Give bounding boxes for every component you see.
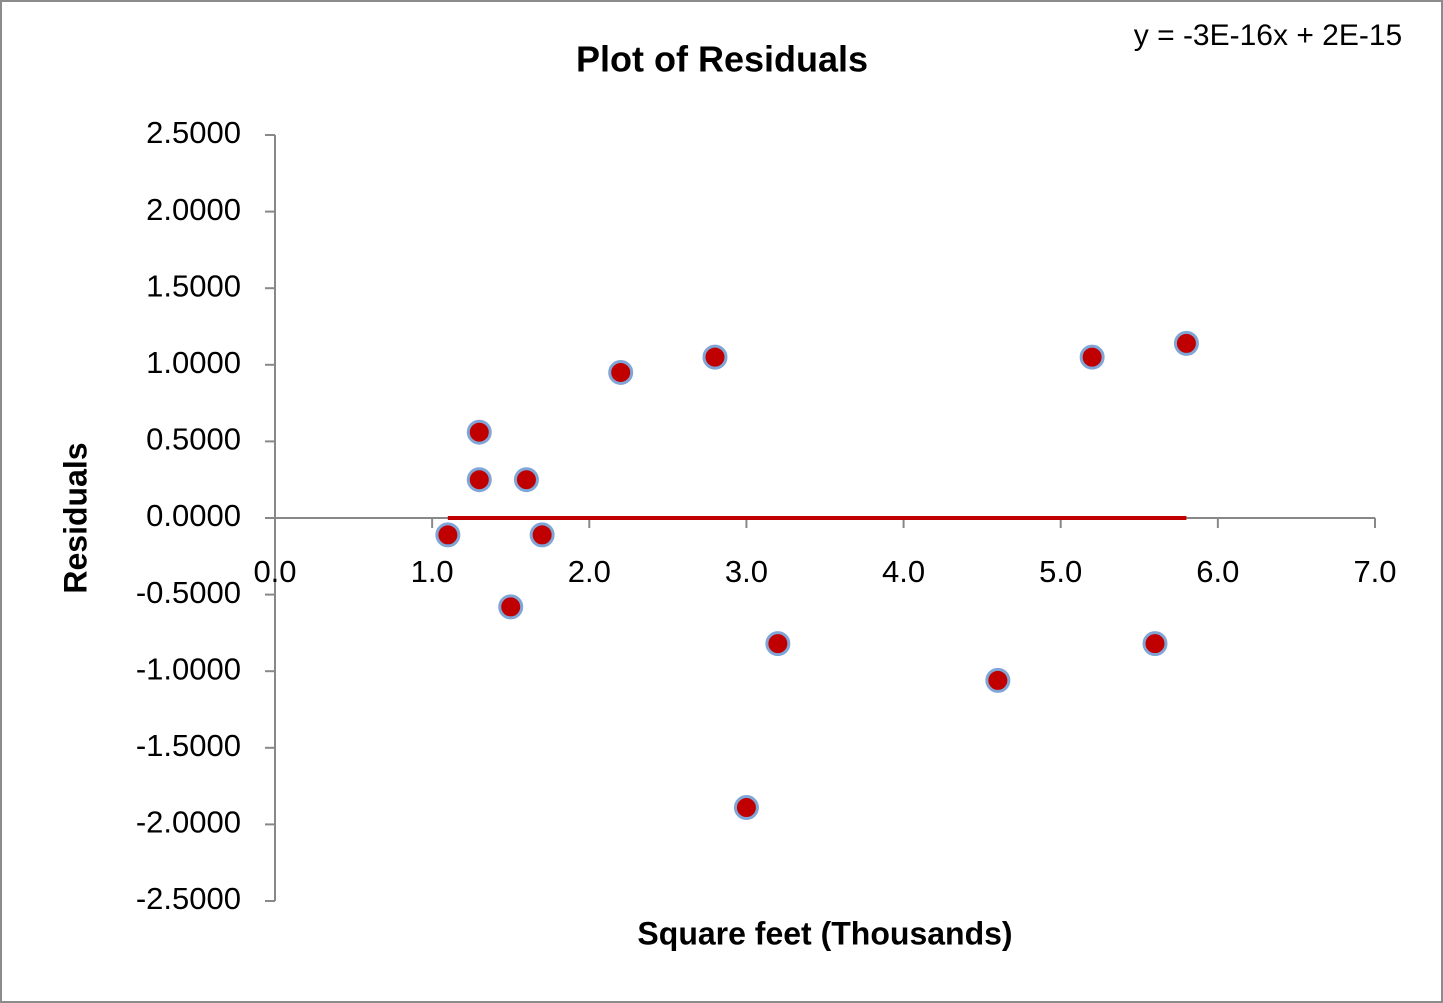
y-tick-label: -0.5000 <box>136 575 241 610</box>
y-tick-label: -2.0000 <box>136 805 241 840</box>
y-tick-label: 0.0000 <box>146 498 241 533</box>
y-tick-label: -2.5000 <box>136 881 241 916</box>
x-tick-label: 6.0 <box>1196 554 1239 589</box>
chart-title: Plot of Residuals <box>576 39 868 80</box>
data-point <box>498 594 524 620</box>
x-axis-title: Square feet (Thousands) <box>637 915 1012 951</box>
y-tick-label: 1.5000 <box>146 268 241 303</box>
x-tick-label: 3.0 <box>725 554 768 589</box>
data-point <box>1173 330 1199 356</box>
data-point <box>466 467 492 493</box>
x-tick-label: 5.0 <box>1039 554 1082 589</box>
y-tick-label: 2.0000 <box>146 192 241 227</box>
x-tick-label: 0.0 <box>253 554 296 589</box>
data-point <box>702 344 728 370</box>
y-tick-label: 0.5000 <box>146 422 241 457</box>
data-point <box>1079 344 1105 370</box>
x-tick-label: 2.0 <box>568 554 611 589</box>
data-point <box>765 631 791 657</box>
data-point <box>985 667 1011 693</box>
data-point <box>466 419 492 445</box>
y-axis-title: Residuals <box>57 442 93 593</box>
data-point <box>608 359 634 385</box>
y-tick-label: -1.0000 <box>136 651 241 686</box>
data-point <box>529 522 555 548</box>
y-tick-label: -1.5000 <box>136 728 241 763</box>
x-tick-label: 7.0 <box>1353 554 1396 589</box>
data-point <box>733 795 759 821</box>
data-point <box>513 467 539 493</box>
y-tick-label: 2.5000 <box>146 115 241 150</box>
y-tick-label: 1.0000 <box>146 345 241 380</box>
x-tick-label: 1.0 <box>411 554 454 589</box>
data-point <box>435 522 461 548</box>
x-tick-label: 4.0 <box>882 554 925 589</box>
data-point <box>1142 631 1168 657</box>
trendline-equation: y = -3E-16x + 2E-15 <box>1134 19 1402 52</box>
